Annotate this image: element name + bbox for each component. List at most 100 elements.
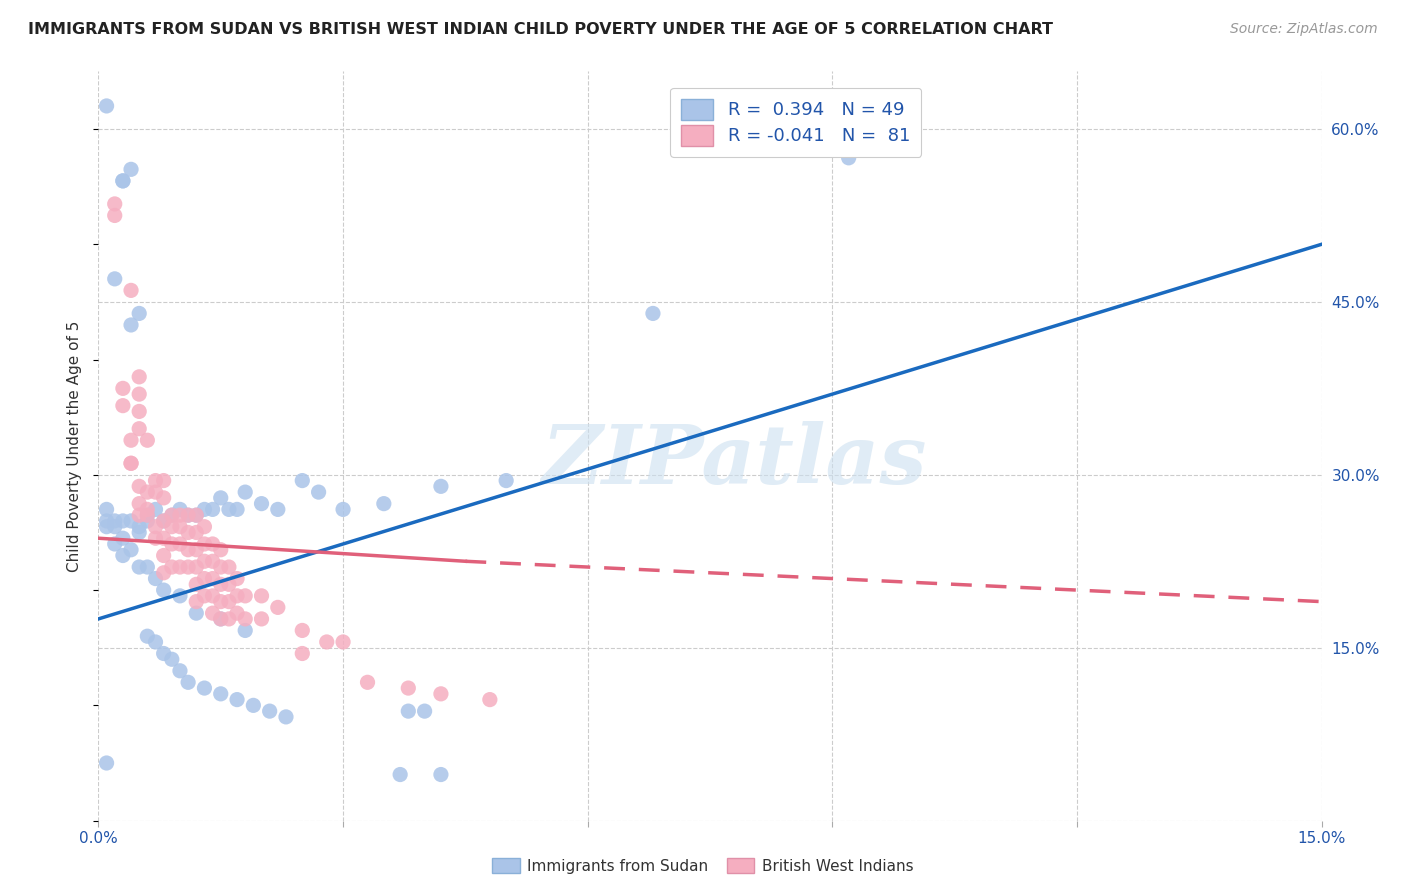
Point (332, 502, 354, 516)
Point (128, 497, 150, 511)
Point (186, 577, 208, 591)
Point (201, 606, 224, 620)
Point (478, 692, 501, 706)
Point (186, 525, 208, 540)
Point (111, 399, 134, 413)
Point (308, 485, 330, 500)
Point (201, 589, 224, 603)
Point (233, 624, 256, 638)
Text: IMMIGRANTS FROM SUDAN VS BRITISH WEST INDIAN CHILD POVERTY UNDER THE AGE OF 5 CO: IMMIGRANTS FROM SUDAN VS BRITISH WEST IN… (28, 22, 1053, 37)
Point (128, 369, 150, 384)
Text: Source: ZipAtlas.com: Source: ZipAtlas.com (1230, 22, 1378, 37)
Point (120, 542, 142, 557)
Point (250, 497, 273, 511)
Point (177, 675, 200, 690)
Point (160, 519, 183, 533)
Point (201, 554, 224, 568)
Point (152, 514, 174, 528)
Point (389, 767, 412, 781)
Point (104, 197, 127, 211)
Point (169, 508, 191, 523)
Point (96, 514, 118, 528)
Point (315, 635, 337, 649)
Point (169, 560, 191, 574)
Point (169, 589, 191, 603)
Point (201, 502, 224, 516)
Point (209, 612, 232, 626)
Point (104, 514, 127, 528)
Point (160, 652, 183, 666)
Point (160, 537, 183, 551)
Point (111, 174, 134, 188)
Text: ZIPatlas: ZIPatlas (541, 421, 927, 501)
Point (226, 572, 249, 586)
Point (152, 583, 174, 598)
Point (430, 687, 453, 701)
Point (495, 474, 517, 488)
Point (267, 502, 290, 516)
Point (136, 485, 159, 500)
Point (838, 151, 860, 165)
Point (291, 647, 314, 661)
Point (209, 687, 232, 701)
Point (152, 647, 174, 661)
Point (160, 508, 183, 523)
Point (152, 514, 174, 528)
Point (209, 491, 232, 505)
Point (96, 502, 118, 516)
Point (226, 606, 249, 620)
Point (111, 531, 134, 545)
Point (201, 572, 224, 586)
Point (209, 542, 232, 557)
Point (128, 479, 150, 493)
Point (186, 508, 208, 523)
Point (145, 635, 167, 649)
Point (242, 698, 264, 713)
Point (136, 629, 159, 643)
Point (145, 474, 167, 488)
Point (128, 422, 150, 436)
Point (218, 577, 240, 591)
Point (259, 704, 281, 718)
Point (177, 542, 200, 557)
Point (193, 519, 215, 533)
Point (152, 549, 174, 563)
Point (186, 606, 208, 620)
Y-axis label: Child Poverty Under the Age of 5: Child Poverty Under the Age of 5 (67, 320, 83, 572)
Point (111, 381, 134, 395)
Point (233, 485, 256, 500)
Point (152, 566, 174, 580)
Point (160, 508, 183, 523)
Point (152, 531, 174, 545)
Point (396, 704, 419, 718)
Point (128, 306, 150, 320)
Point (136, 514, 159, 528)
Point (160, 560, 183, 574)
Legend: Immigrants from Sudan, British West Indians: Immigrants from Sudan, British West Indi… (486, 852, 920, 880)
Point (233, 589, 256, 603)
Point (136, 508, 159, 523)
Point (104, 209, 127, 223)
Point (193, 681, 215, 695)
Point (169, 519, 191, 533)
Point (120, 162, 142, 177)
Point (169, 664, 191, 678)
Legend: R =  0.394   N = 49, R = -0.041   N =  81: R = 0.394 N = 49, R = -0.041 N = 81 (671, 88, 921, 157)
Point (136, 434, 159, 448)
Point (120, 456, 142, 470)
Point (128, 404, 150, 418)
Point (226, 589, 249, 603)
Point (193, 589, 215, 603)
Point (186, 508, 208, 523)
Point (218, 594, 240, 608)
Point (177, 525, 200, 540)
Point (218, 502, 240, 516)
Point (177, 508, 200, 523)
Point (120, 318, 142, 332)
Point (193, 554, 215, 568)
Point (136, 508, 159, 523)
Point (780, 122, 803, 136)
Point (120, 284, 142, 298)
Point (120, 434, 142, 448)
Point (186, 594, 208, 608)
